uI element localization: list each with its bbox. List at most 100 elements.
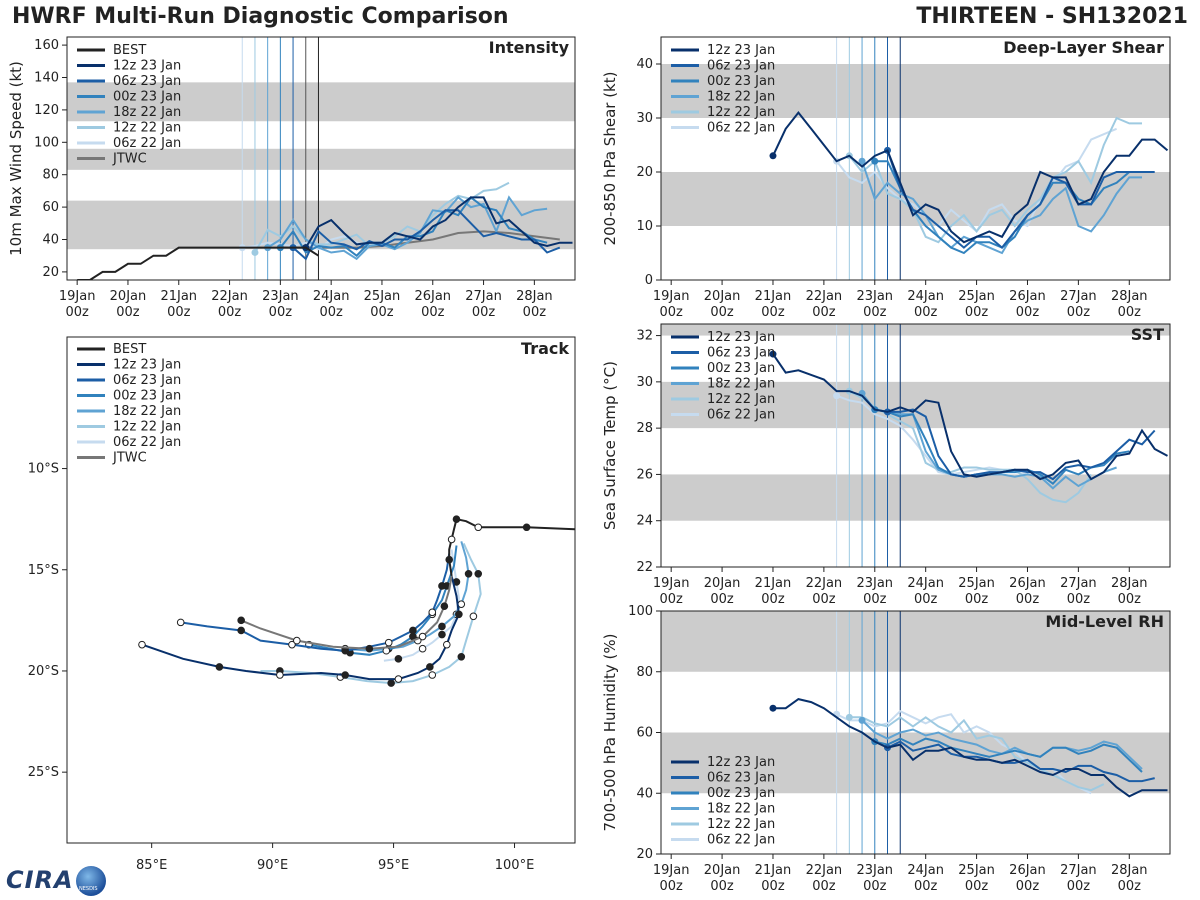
x-tick-label: 19Jan [59, 289, 96, 304]
x-tick-label: 21Jan [160, 289, 197, 304]
y-axis-label: 10m Max Wind Speed (kt) [7, 61, 25, 256]
shade-band [661, 324, 1170, 336]
track-fix-marker [418, 632, 427, 641]
x-tick-label: 00z [863, 305, 887, 320]
legend-label: 12z 22 Jan [707, 105, 775, 120]
track-fix-marker [237, 616, 245, 625]
series-line-12z-23-jan [772, 353, 1168, 481]
legend-label: 06z 22 Jan [707, 833, 775, 848]
series-group [769, 110, 1169, 255]
legend-label: 12z 22 Jan [113, 420, 181, 435]
x-tick-label: 26Jan [1009, 576, 1046, 591]
legend-label: 00z 23 Jan [113, 389, 181, 404]
series-line-12z-22-jan [848, 390, 1092, 504]
shade-band [661, 64, 1170, 118]
track-fix-marker [447, 535, 456, 544]
series-start-marker [858, 716, 866, 724]
track-fix-marker [176, 618, 185, 627]
x-tick-label: 00z [1067, 305, 1091, 320]
x-tick-label: 00z [167, 305, 191, 320]
track-line-00z-23-jan [308, 545, 458, 656]
legend-label: 06z 22 Jan [113, 435, 181, 450]
x-tick-label: 21Jan [755, 863, 792, 878]
track-line-06z-23-jan [180, 553, 451, 652]
legend-label: 18z 22 Jan [113, 404, 181, 419]
track-fix-marker [409, 626, 417, 635]
track-fix-marker [474, 570, 483, 578]
panel-deep-layer-shear: 01020304019Jan00z20Jan00z21Jan00z22Jan00… [601, 36, 1171, 320]
x-tick-label: 00z [116, 305, 140, 320]
x-tick-label: 27Jan [1060, 863, 1097, 878]
legend-label: 12z 22 Jan [707, 817, 775, 832]
x-tick-label: 00z [1016, 592, 1040, 607]
series-group [769, 698, 1168, 798]
x-tick-label: 00z [710, 305, 734, 320]
y-tick-label: 10°S [28, 462, 59, 477]
x-tick-label: 00z [914, 879, 938, 894]
x-tick-label: 00z [914, 305, 938, 320]
legend-label: 06z 22 Jan [707, 408, 775, 423]
x-tick-label: 19Jan [653, 863, 690, 878]
series-start-marker [769, 152, 777, 160]
y-tick-label: 25°S [28, 765, 59, 780]
page-title: HWRF Multi-Run Diagnostic Comparison [12, 4, 509, 29]
x-tick-label: 00z [761, 879, 785, 894]
x-tick-label: 28Jan [1111, 863, 1148, 878]
legend-label: 06z 22 Jan [707, 121, 775, 136]
x-tick-label: 00z [1118, 879, 1142, 894]
series-line-00z-23-jan [874, 737, 1143, 773]
x-tick-label: 00z [421, 305, 445, 320]
legend-label: 06z 23 Jan [707, 346, 775, 361]
track-fix-marker [464, 570, 473, 578]
y-tick-label: 20°S [28, 664, 59, 679]
track-fix-marker [455, 610, 463, 619]
track-fix-marker [426, 663, 434, 671]
y-tick-label: 60 [636, 726, 653, 741]
x-tick-label: 23Jan [856, 576, 893, 591]
x-tick-label: 25Jan [958, 576, 995, 591]
x-tick-label: 28Jan [1111, 289, 1148, 304]
x-tick-label: 21Jan [755, 289, 792, 304]
x-tick-label: 00z [659, 305, 683, 320]
legend-label: 00z 23 Jan [707, 361, 775, 376]
x-tick-label: 00z [965, 592, 989, 607]
x-tick-label: 00z [1016, 305, 1040, 320]
x-tick-label: 00z [1118, 592, 1142, 607]
series-start-marker [251, 248, 259, 256]
x-tick-label: 19Jan [653, 576, 690, 591]
series-start-marker [769, 704, 777, 712]
y-axis-label: 200-850 hPa Shear (kt) [601, 72, 619, 246]
y-tick-label: 40 [636, 57, 653, 72]
x-tick-label: 00z [65, 305, 89, 320]
legend-label: 18z 22 Jan [707, 90, 775, 105]
series-line-06z-23-jan [887, 408, 1156, 481]
x-tick-label: 23Jan [856, 863, 893, 878]
track-fix-marker [288, 640, 296, 649]
track-fix-marker [138, 640, 146, 649]
series-line-18z-22-jan [267, 195, 548, 261]
x-tick-label: 00z [1067, 592, 1091, 607]
plot-frame [66, 36, 576, 281]
series-line-00z-23-jan [874, 160, 1142, 255]
legend-label: 06z 23 Jan [707, 59, 775, 74]
y-tick-label: 22 [636, 560, 653, 575]
track-fix-marker [341, 671, 349, 679]
track-fix-marker [440, 602, 449, 610]
x-tick-label: 20Jan [704, 289, 741, 304]
y-tick-label: 32 [636, 329, 653, 344]
track-fix-marker [276, 671, 284, 679]
track-fix-marker [237, 626, 245, 635]
storm-id: THIRTEEN - SH132021 [916, 4, 1188, 29]
y-tick-label: 20 [636, 165, 653, 180]
x-tick-label: 00z [761, 305, 785, 320]
track-fix-marker [438, 630, 446, 639]
x-tick-label: 27Jan [1060, 289, 1097, 304]
legend-label: JTWC [112, 152, 147, 167]
x-tick-label: 21Jan [755, 576, 792, 591]
legend-label: BEST [113, 43, 146, 58]
track-fix-marker [452, 515, 461, 523]
x-tick-label: 00z [812, 305, 836, 320]
track-fix-marker [215, 663, 224, 671]
series-start-marker [833, 392, 841, 400]
panel-sst: 22242628303219Jan00z20Jan00z21Jan00z22Ja… [601, 323, 1171, 607]
